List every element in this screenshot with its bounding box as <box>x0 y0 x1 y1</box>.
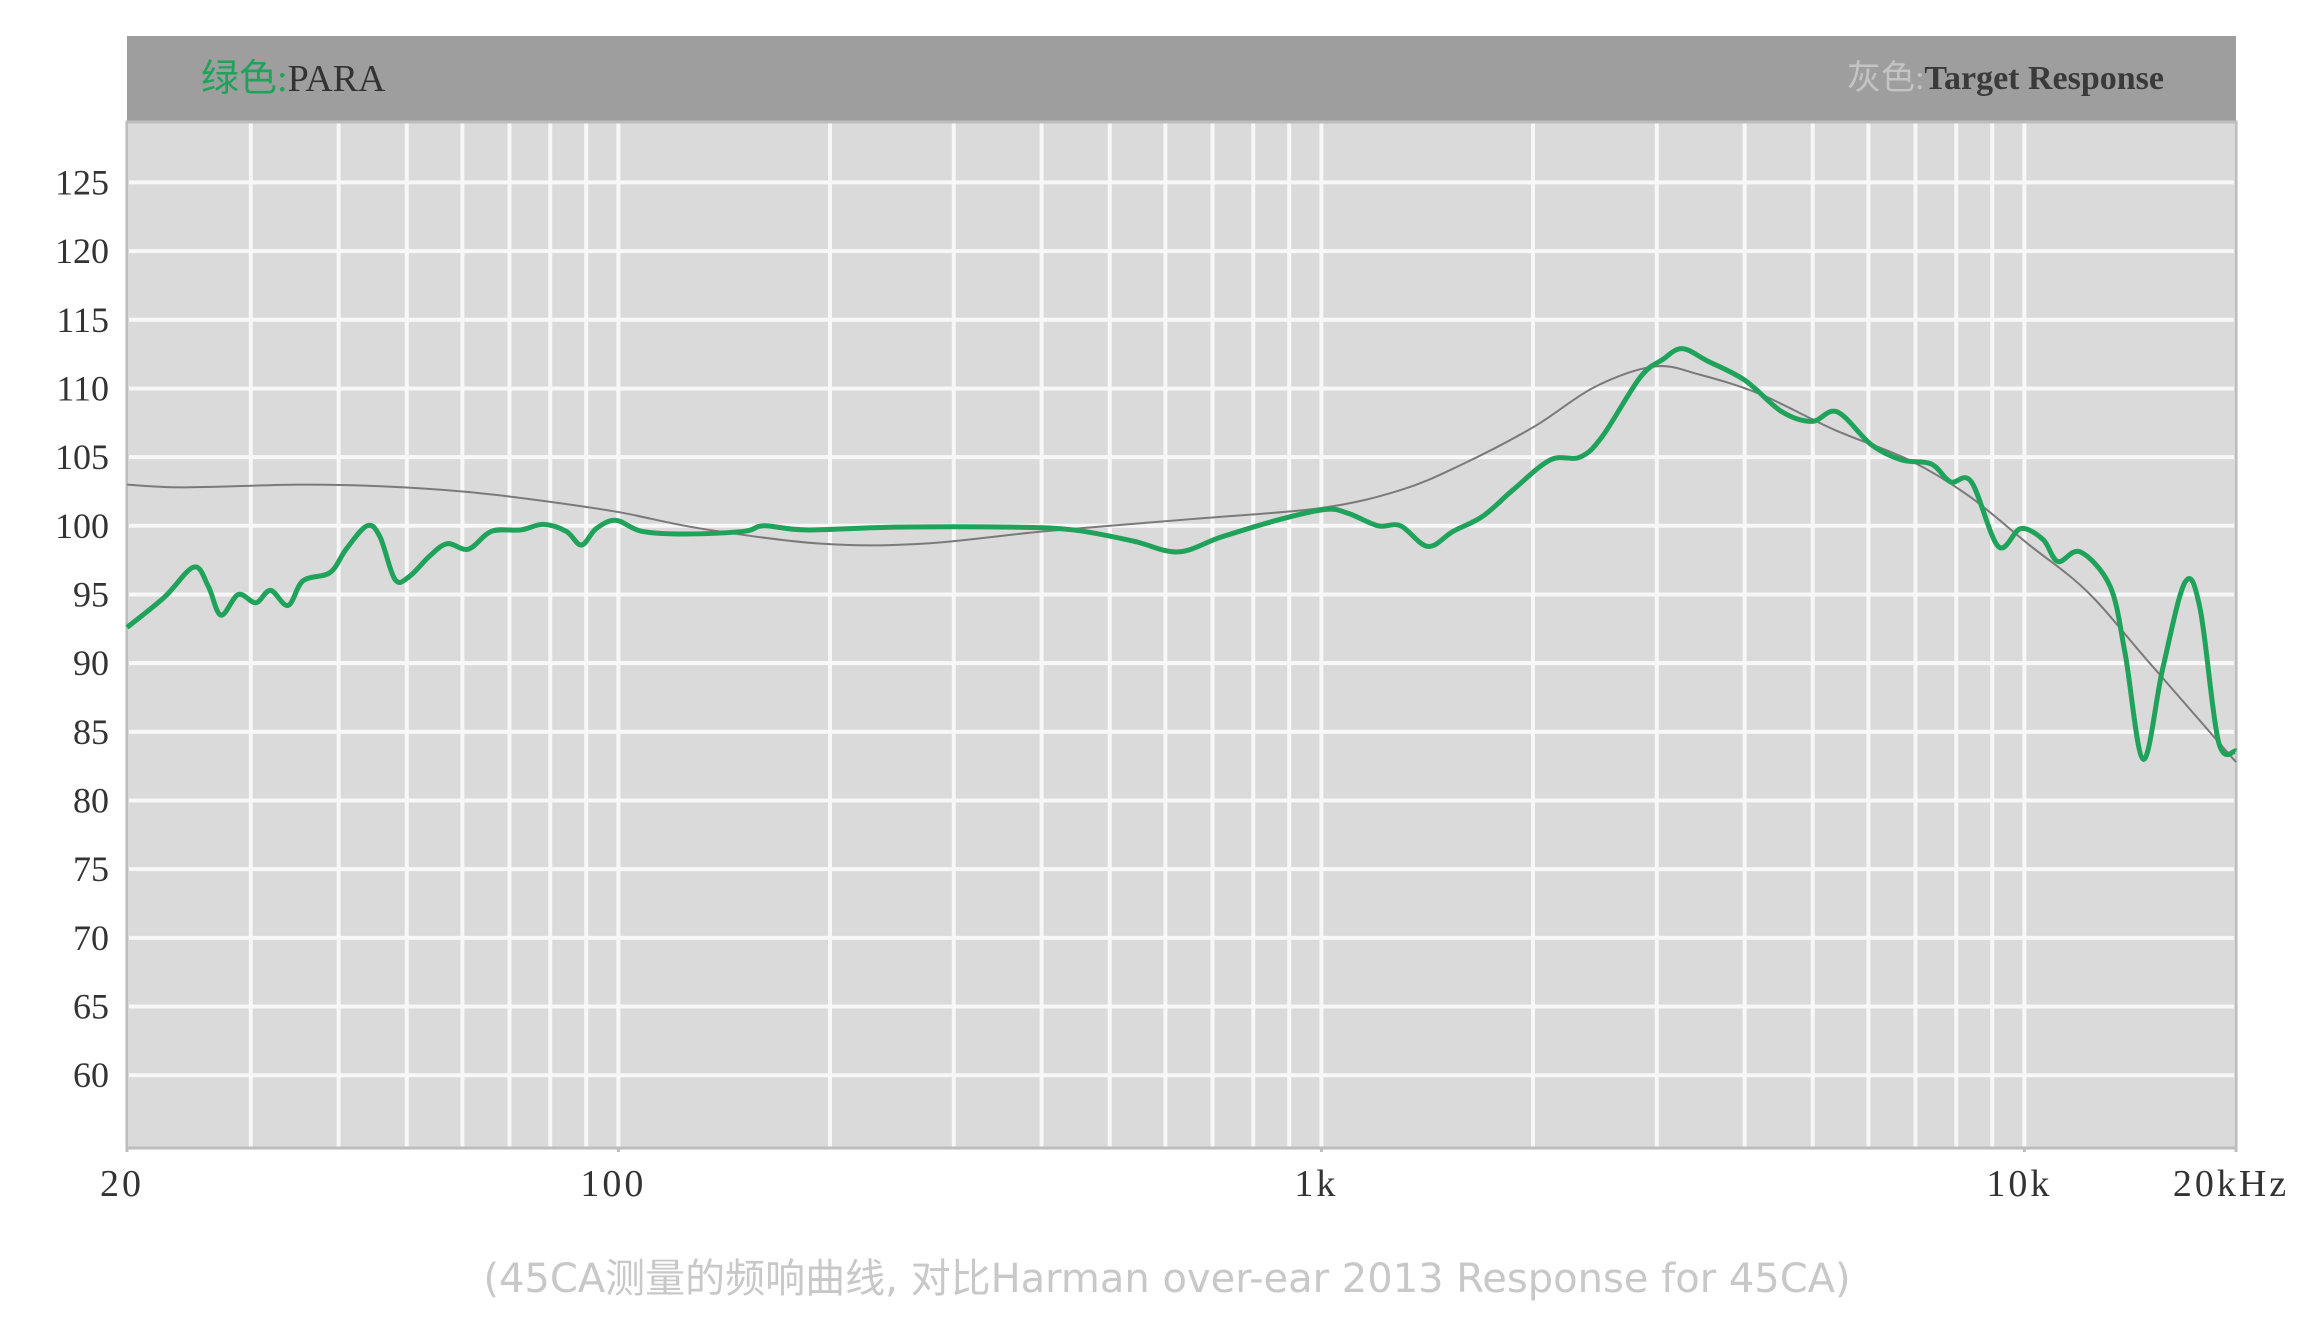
y-tick-label: 95 <box>73 574 109 614</box>
y-tick-label: 70 <box>73 918 109 958</box>
legend-entry: Target Response <box>1924 60 2164 97</box>
legend-left: 绿色:PARA <box>201 58 386 100</box>
y-tick-label: 75 <box>73 849 109 889</box>
y-tick-label: 90 <box>73 643 109 683</box>
y-tick-label: 105 <box>55 437 109 477</box>
lines <box>125 346 2238 763</box>
y-tick-label: 80 <box>73 781 109 821</box>
legend-right: 灰色:Target Response <box>1847 59 2164 97</box>
x-tick-label: 10k <box>1986 1163 2052 1205</box>
plot-border <box>125 120 2238 1150</box>
legend-entry: PARA <box>288 58 386 100</box>
x-tick-label: 20kHz <box>2173 1163 2289 1205</box>
series-line <box>125 346 2238 762</box>
caption: (45CA测量的频响曲线, 对比Harman over-ear 2013 Res… <box>483 1256 1850 1302</box>
y-tick-label: 110 <box>56 368 109 408</box>
y-tick-label: 60 <box>73 1055 109 1095</box>
y-tick-label: 65 <box>73 987 109 1027</box>
labels: 60 65 70 75 80 85 90 95 100 105 110 115 120 125 20 100 1… <box>55 162 2289 1205</box>
legend-prefix: 绿色: <box>201 58 288 100</box>
legend-prefix: 灰色: <box>1847 59 1924 97</box>
grid <box>125 120 2238 1152</box>
header-bar <box>127 36 2236 122</box>
x-tick-label: 20 <box>100 1163 144 1205</box>
y-tick-label: 100 <box>55 506 109 546</box>
x-tick-label: 1k <box>1294 1163 1338 1205</box>
plot-background <box>127 122 2236 1148</box>
y-tick-label: 115 <box>56 300 109 340</box>
y-tick-label: 120 <box>55 231 109 271</box>
x-tick-label: 100 <box>580 1163 646 1205</box>
y-tick-label: 125 <box>55 162 109 202</box>
y-tick-label: 85 <box>73 712 109 752</box>
